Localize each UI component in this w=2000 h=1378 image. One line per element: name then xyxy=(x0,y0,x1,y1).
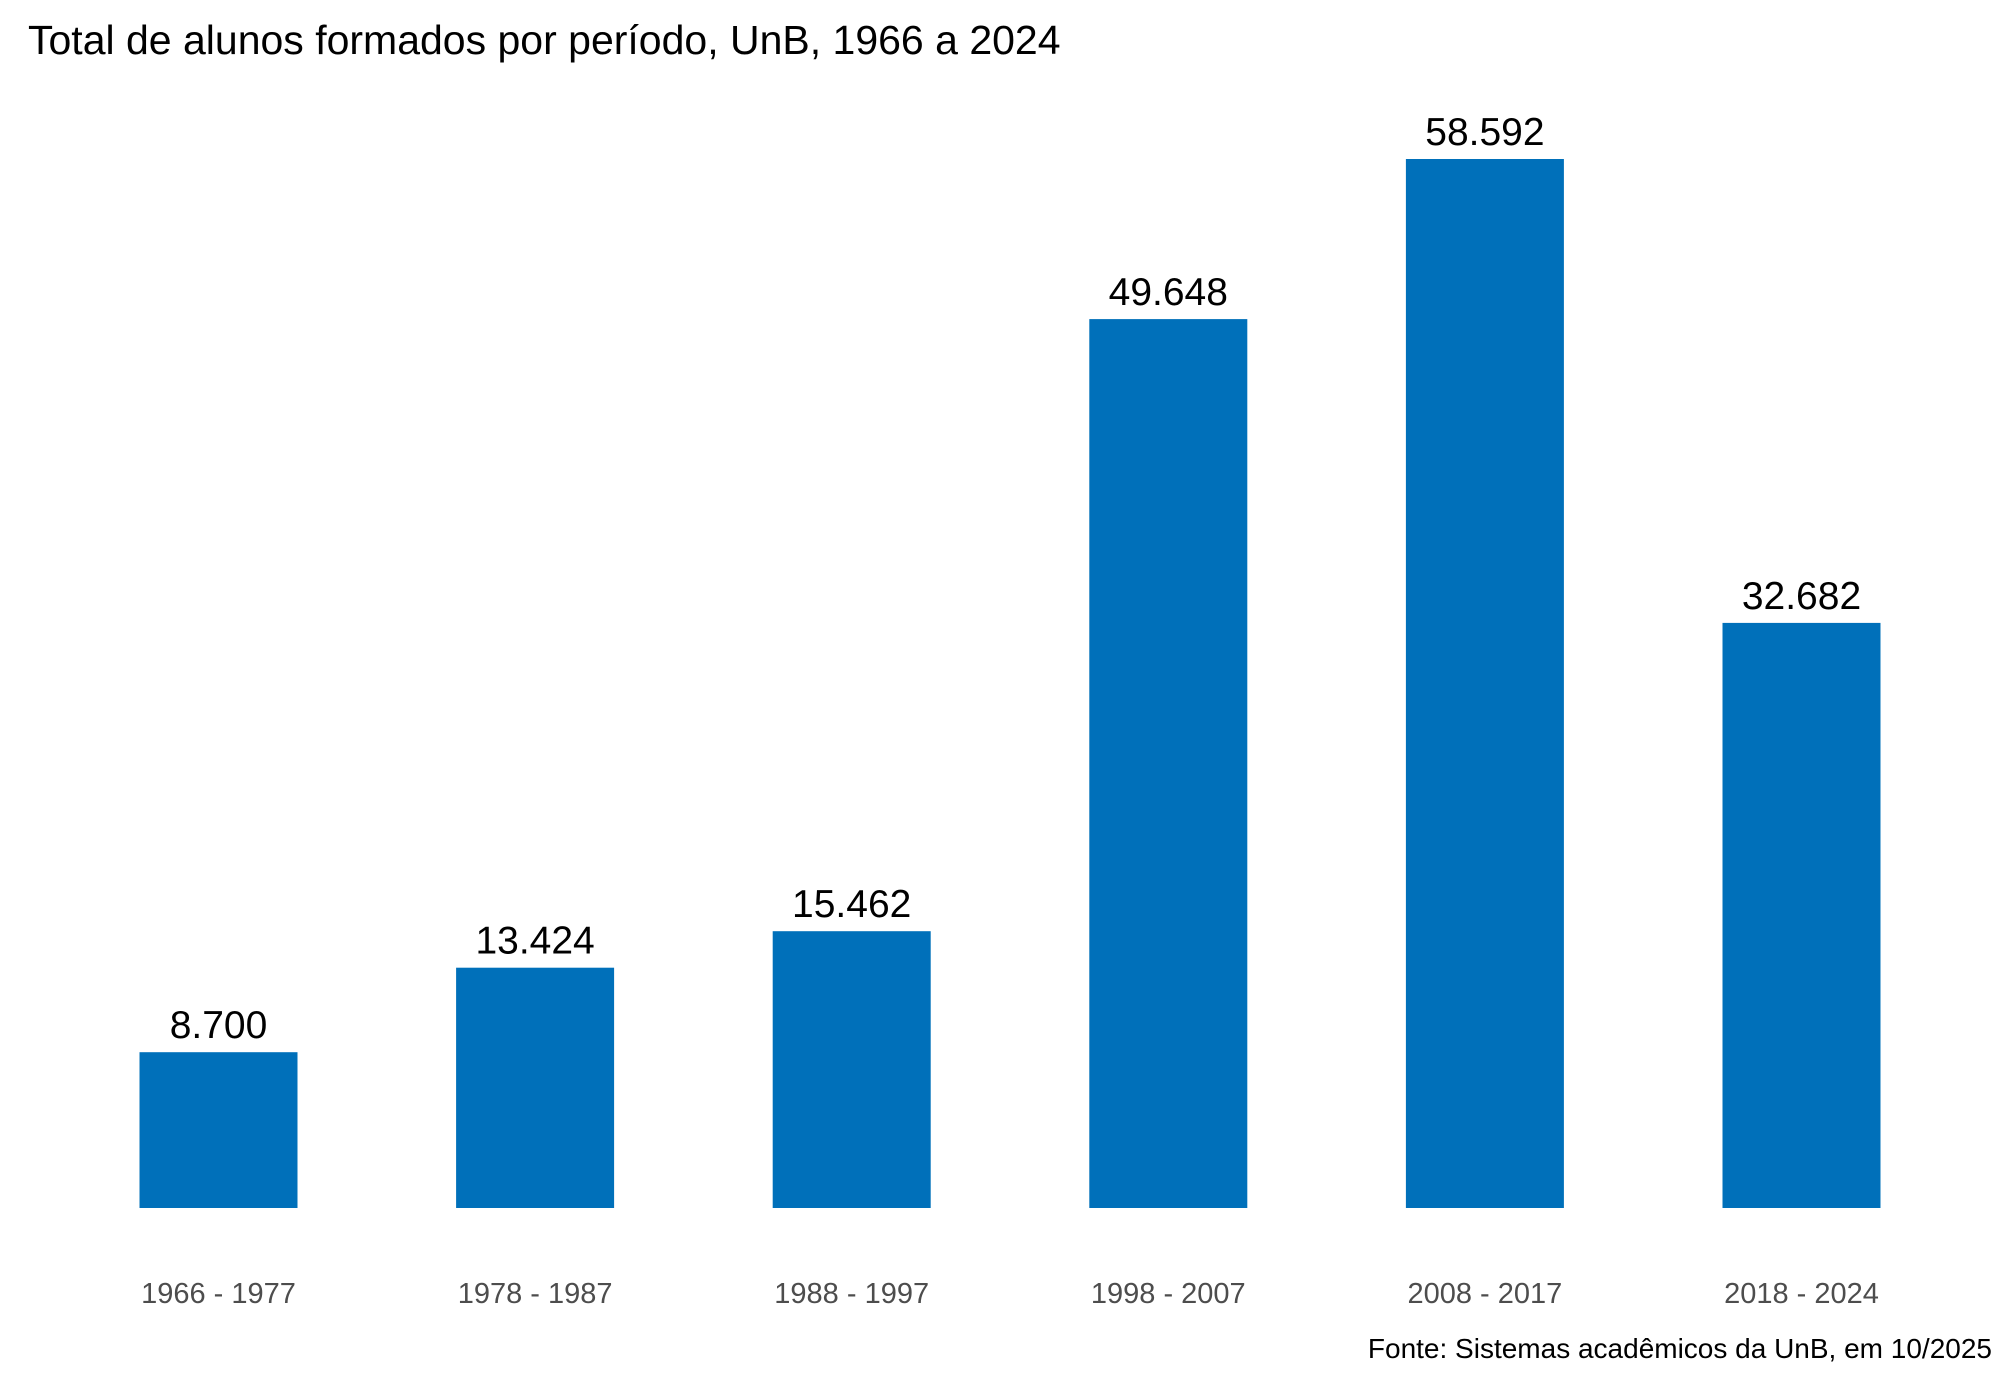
bar xyxy=(456,967,615,1208)
bar-value-label: 13.424 xyxy=(475,920,594,963)
bars-group xyxy=(139,159,1881,1209)
chart-title: Total de alunos formados por período, Un… xyxy=(28,17,1061,63)
bar xyxy=(772,931,931,1208)
bar-value-label: 15.462 xyxy=(792,883,911,926)
x-tick-label: 2008 - 2017 xyxy=(1407,1278,1562,1310)
x-tick-label: 1998 - 2007 xyxy=(1091,1278,1246,1310)
bar-value-label: 8.700 xyxy=(170,1004,268,1047)
bar xyxy=(139,1052,298,1208)
x-tick-label: 1988 - 1997 xyxy=(774,1278,929,1310)
x-tick-label: 1978 - 1987 xyxy=(458,1278,613,1310)
x-tick-label: 2018 - 2024 xyxy=(1724,1278,1879,1310)
x-axis-tick-labels: 1966 - 1977 1978 - 1987 1988 - 1997 1998 - … xyxy=(141,1278,1879,1310)
bar xyxy=(1405,159,1564,1208)
chart-caption: Fonte: Sistemas acadêmicos da UnB, em 10… xyxy=(1368,1333,1992,1364)
bar xyxy=(1722,622,1881,1208)
bar xyxy=(1089,319,1248,1209)
bar-value-label: 49.648 xyxy=(1109,271,1228,314)
bar-value-label: 58.592 xyxy=(1425,111,1544,154)
bar-value-label: 32.682 xyxy=(1742,575,1861,618)
value-labels-group: 8.700 13.424 15.462 49.648 58.592 32.682 xyxy=(170,111,1861,1047)
x-tick-label: 1966 - 1977 xyxy=(141,1278,296,1310)
